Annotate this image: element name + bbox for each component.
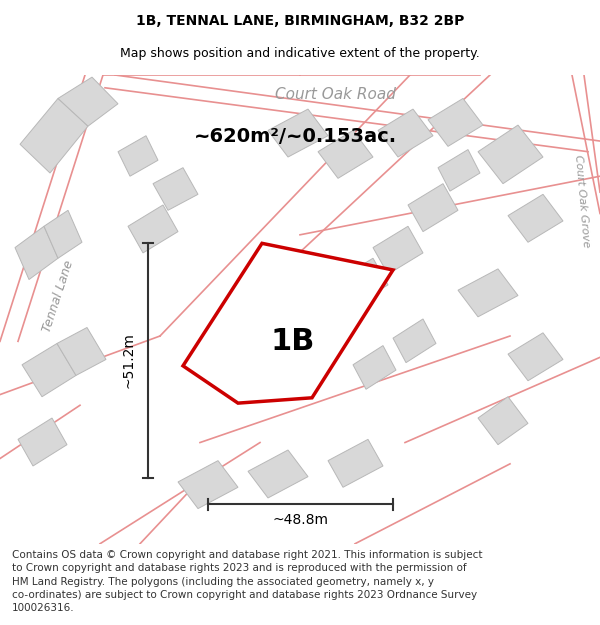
- Polygon shape: [20, 98, 88, 173]
- Text: Contains OS data © Crown copyright and database right 2021. This information is : Contains OS data © Crown copyright and d…: [12, 550, 482, 613]
- Polygon shape: [373, 226, 423, 274]
- Text: 1B, TENNAL LANE, BIRMINGHAM, B32 2BP: 1B, TENNAL LANE, BIRMINGHAM, B32 2BP: [136, 14, 464, 28]
- Polygon shape: [478, 397, 528, 444]
- Polygon shape: [378, 109, 433, 157]
- Polygon shape: [328, 439, 383, 488]
- Polygon shape: [178, 461, 238, 509]
- Polygon shape: [44, 210, 82, 258]
- Polygon shape: [393, 319, 436, 362]
- Text: Court Oak Road: Court Oak Road: [275, 87, 395, 102]
- Polygon shape: [118, 136, 158, 176]
- Polygon shape: [248, 450, 308, 498]
- Polygon shape: [508, 194, 563, 242]
- Text: 1B: 1B: [271, 327, 315, 356]
- Polygon shape: [58, 77, 118, 126]
- Polygon shape: [428, 98, 483, 146]
- Polygon shape: [478, 125, 543, 184]
- Text: Tennal Lane: Tennal Lane: [40, 259, 76, 334]
- Text: ~620m²/~0.153ac.: ~620m²/~0.153ac.: [193, 127, 397, 146]
- Polygon shape: [318, 131, 373, 178]
- Polygon shape: [278, 303, 323, 347]
- Polygon shape: [57, 328, 106, 376]
- Polygon shape: [18, 418, 67, 466]
- Polygon shape: [22, 344, 76, 397]
- Text: ~48.8m: ~48.8m: [272, 513, 329, 528]
- Polygon shape: [353, 346, 396, 389]
- Polygon shape: [248, 335, 293, 379]
- Text: Court Oak Grove: Court Oak Grove: [573, 154, 591, 248]
- Polygon shape: [128, 205, 178, 253]
- Polygon shape: [408, 184, 458, 232]
- Polygon shape: [183, 243, 393, 403]
- Polygon shape: [458, 269, 518, 317]
- Polygon shape: [338, 258, 388, 306]
- Polygon shape: [438, 149, 480, 191]
- Polygon shape: [153, 168, 198, 210]
- Text: Map shows position and indicative extent of the property.: Map shows position and indicative extent…: [120, 48, 480, 61]
- Polygon shape: [508, 332, 563, 381]
- Text: ~51.2m: ~51.2m: [121, 332, 135, 389]
- Polygon shape: [268, 109, 328, 157]
- Polygon shape: [15, 226, 58, 279]
